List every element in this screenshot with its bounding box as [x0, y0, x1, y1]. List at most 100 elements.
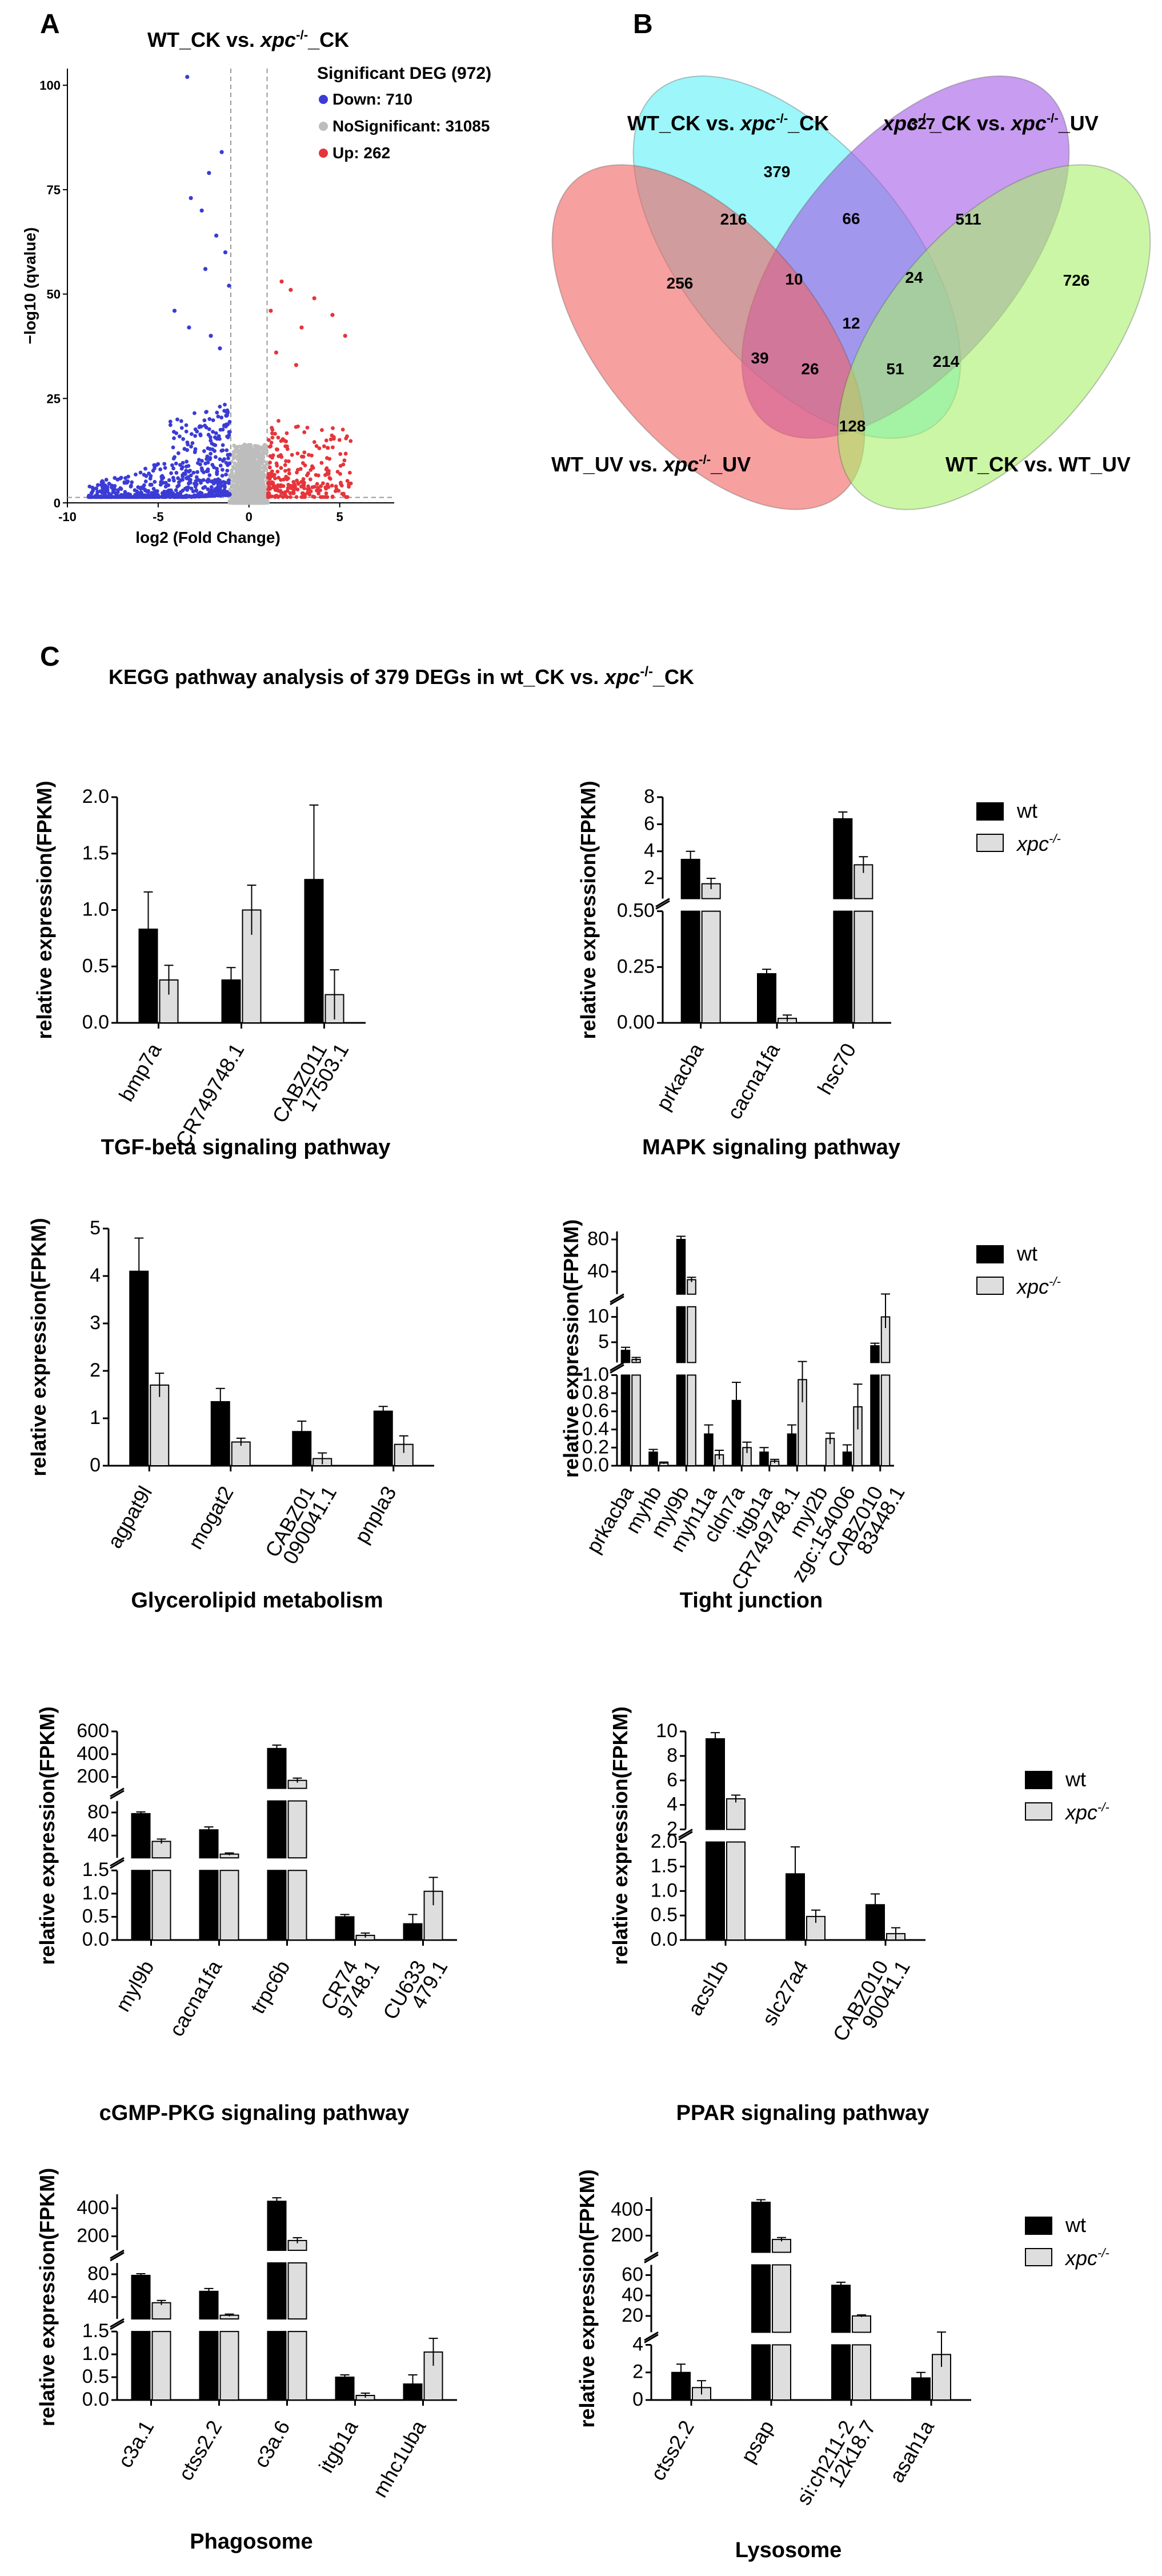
- up-point: [276, 435, 281, 440]
- down-point: [214, 431, 218, 435]
- y-tick-label: 8: [667, 1745, 678, 1766]
- y-axis-label: relative expression(FPKM): [33, 781, 56, 1039]
- nosig-point: [246, 474, 250, 478]
- nosig-point: [249, 454, 253, 458]
- down-point: [179, 426, 184, 430]
- y-tick-label: 80: [587, 1228, 609, 1250]
- down-point: [225, 414, 229, 418]
- y-tick-label: 0.0: [82, 2389, 109, 2410]
- y-axis-label: relative expression(FPKM): [576, 781, 600, 1039]
- up-point: [287, 467, 291, 472]
- y-axis-label: relative expression(FPKM): [35, 1706, 59, 1965]
- nosig-point: [232, 444, 236, 448]
- down-point: [227, 453, 232, 457]
- down-point: [194, 475, 199, 479]
- nosig-point: [246, 485, 250, 489]
- bar-wt: [831, 2285, 851, 2333]
- down-point: [181, 474, 185, 479]
- up-point: [319, 484, 323, 489]
- nosig-point: [257, 501, 261, 505]
- down-point: [227, 461, 232, 466]
- down-point: [113, 487, 117, 491]
- up-point: [282, 477, 286, 482]
- venn-region-511: 511: [955, 210, 981, 228]
- down-point: [210, 447, 215, 451]
- down-point: [183, 472, 187, 476]
- venn-region-12: 12: [842, 314, 860, 332]
- down-point: [184, 429, 189, 434]
- up-point: [325, 471, 330, 475]
- y-tick-label: 50: [47, 287, 61, 302]
- y-tick-label: 0.5: [82, 955, 109, 977]
- down-point: [198, 462, 202, 467]
- down-point: [218, 346, 222, 351]
- down-point: [200, 459, 204, 463]
- up-point: [303, 463, 307, 467]
- down-point: [135, 489, 139, 494]
- down-point: [103, 483, 107, 487]
- venn-region-726: 726: [1063, 271, 1090, 289]
- up-point: [279, 478, 283, 482]
- venn-region-216: 216: [720, 210, 747, 228]
- volcano-title: WT_CK vs. xpc-/-_CK: [147, 27, 349, 51]
- y-tick-label: 200: [77, 1766, 109, 1787]
- down-point: [221, 448, 225, 453]
- up-point: [316, 473, 320, 478]
- nosig-point: [256, 495, 260, 499]
- up-point: [270, 455, 274, 460]
- nosig-point: [242, 496, 246, 501]
- y-tick-label: 6: [667, 1769, 678, 1791]
- nosig-point: [238, 491, 242, 495]
- bar-xpc: [151, 1870, 171, 1941]
- up-point: [285, 495, 289, 499]
- nosig-point: [231, 492, 235, 496]
- down-point: [201, 478, 206, 482]
- down-point: [226, 410, 230, 414]
- up-point: [299, 454, 304, 459]
- superscript: -/-: [296, 27, 308, 42]
- down-point: [191, 470, 196, 475]
- down-point: [149, 482, 154, 487]
- down-point: [221, 489, 225, 494]
- bar-wt: [757, 973, 776, 1023]
- nosig-point: [254, 444, 258, 448]
- nosig-point: [253, 467, 258, 471]
- bar-wt: [866, 1904, 885, 1941]
- down-point: [136, 485, 141, 489]
- superscript: -/-: [1097, 1800, 1109, 1814]
- axis-break-mark: [610, 1295, 624, 1306]
- bar-xpc: [772, 2264, 791, 2333]
- down-point: [214, 233, 219, 238]
- down-point: [94, 486, 99, 491]
- bar-wt: [131, 2274, 151, 2320]
- down-point: [176, 476, 180, 481]
- down-point: [102, 492, 107, 497]
- down-point: [142, 473, 146, 477]
- y-tick-label: 0.5: [651, 1904, 678, 1926]
- down-point: [177, 480, 181, 485]
- xpc-part: xpc: [1010, 111, 1047, 135]
- bar-xpc: [852, 2344, 871, 2401]
- nosig-point: [234, 491, 239, 496]
- down-point: [203, 461, 208, 466]
- up-point: [285, 489, 290, 493]
- down-point: [203, 423, 207, 428]
- down-point: [172, 436, 176, 441]
- bar-xpc: [726, 1841, 746, 1941]
- x-axis-label: log2 (Fold Change): [135, 529, 281, 546]
- legend-label: Down: 710: [332, 90, 412, 108]
- y-tick-label: 400: [77, 2197, 109, 2219]
- up-point: [335, 470, 340, 474]
- up-point: [328, 477, 332, 481]
- down-point: [153, 466, 157, 470]
- up-point: [296, 481, 300, 485]
- bar-wt: [911, 2377, 931, 2401]
- down-point: [211, 418, 215, 422]
- down-point: [214, 436, 219, 441]
- down-point: [224, 473, 228, 477]
- nosig-point: [241, 449, 245, 453]
- down-point: [129, 483, 133, 488]
- bar-wt: [671, 2371, 691, 2401]
- up-point: [270, 435, 275, 440]
- y-tick-label: 0.25: [617, 955, 655, 977]
